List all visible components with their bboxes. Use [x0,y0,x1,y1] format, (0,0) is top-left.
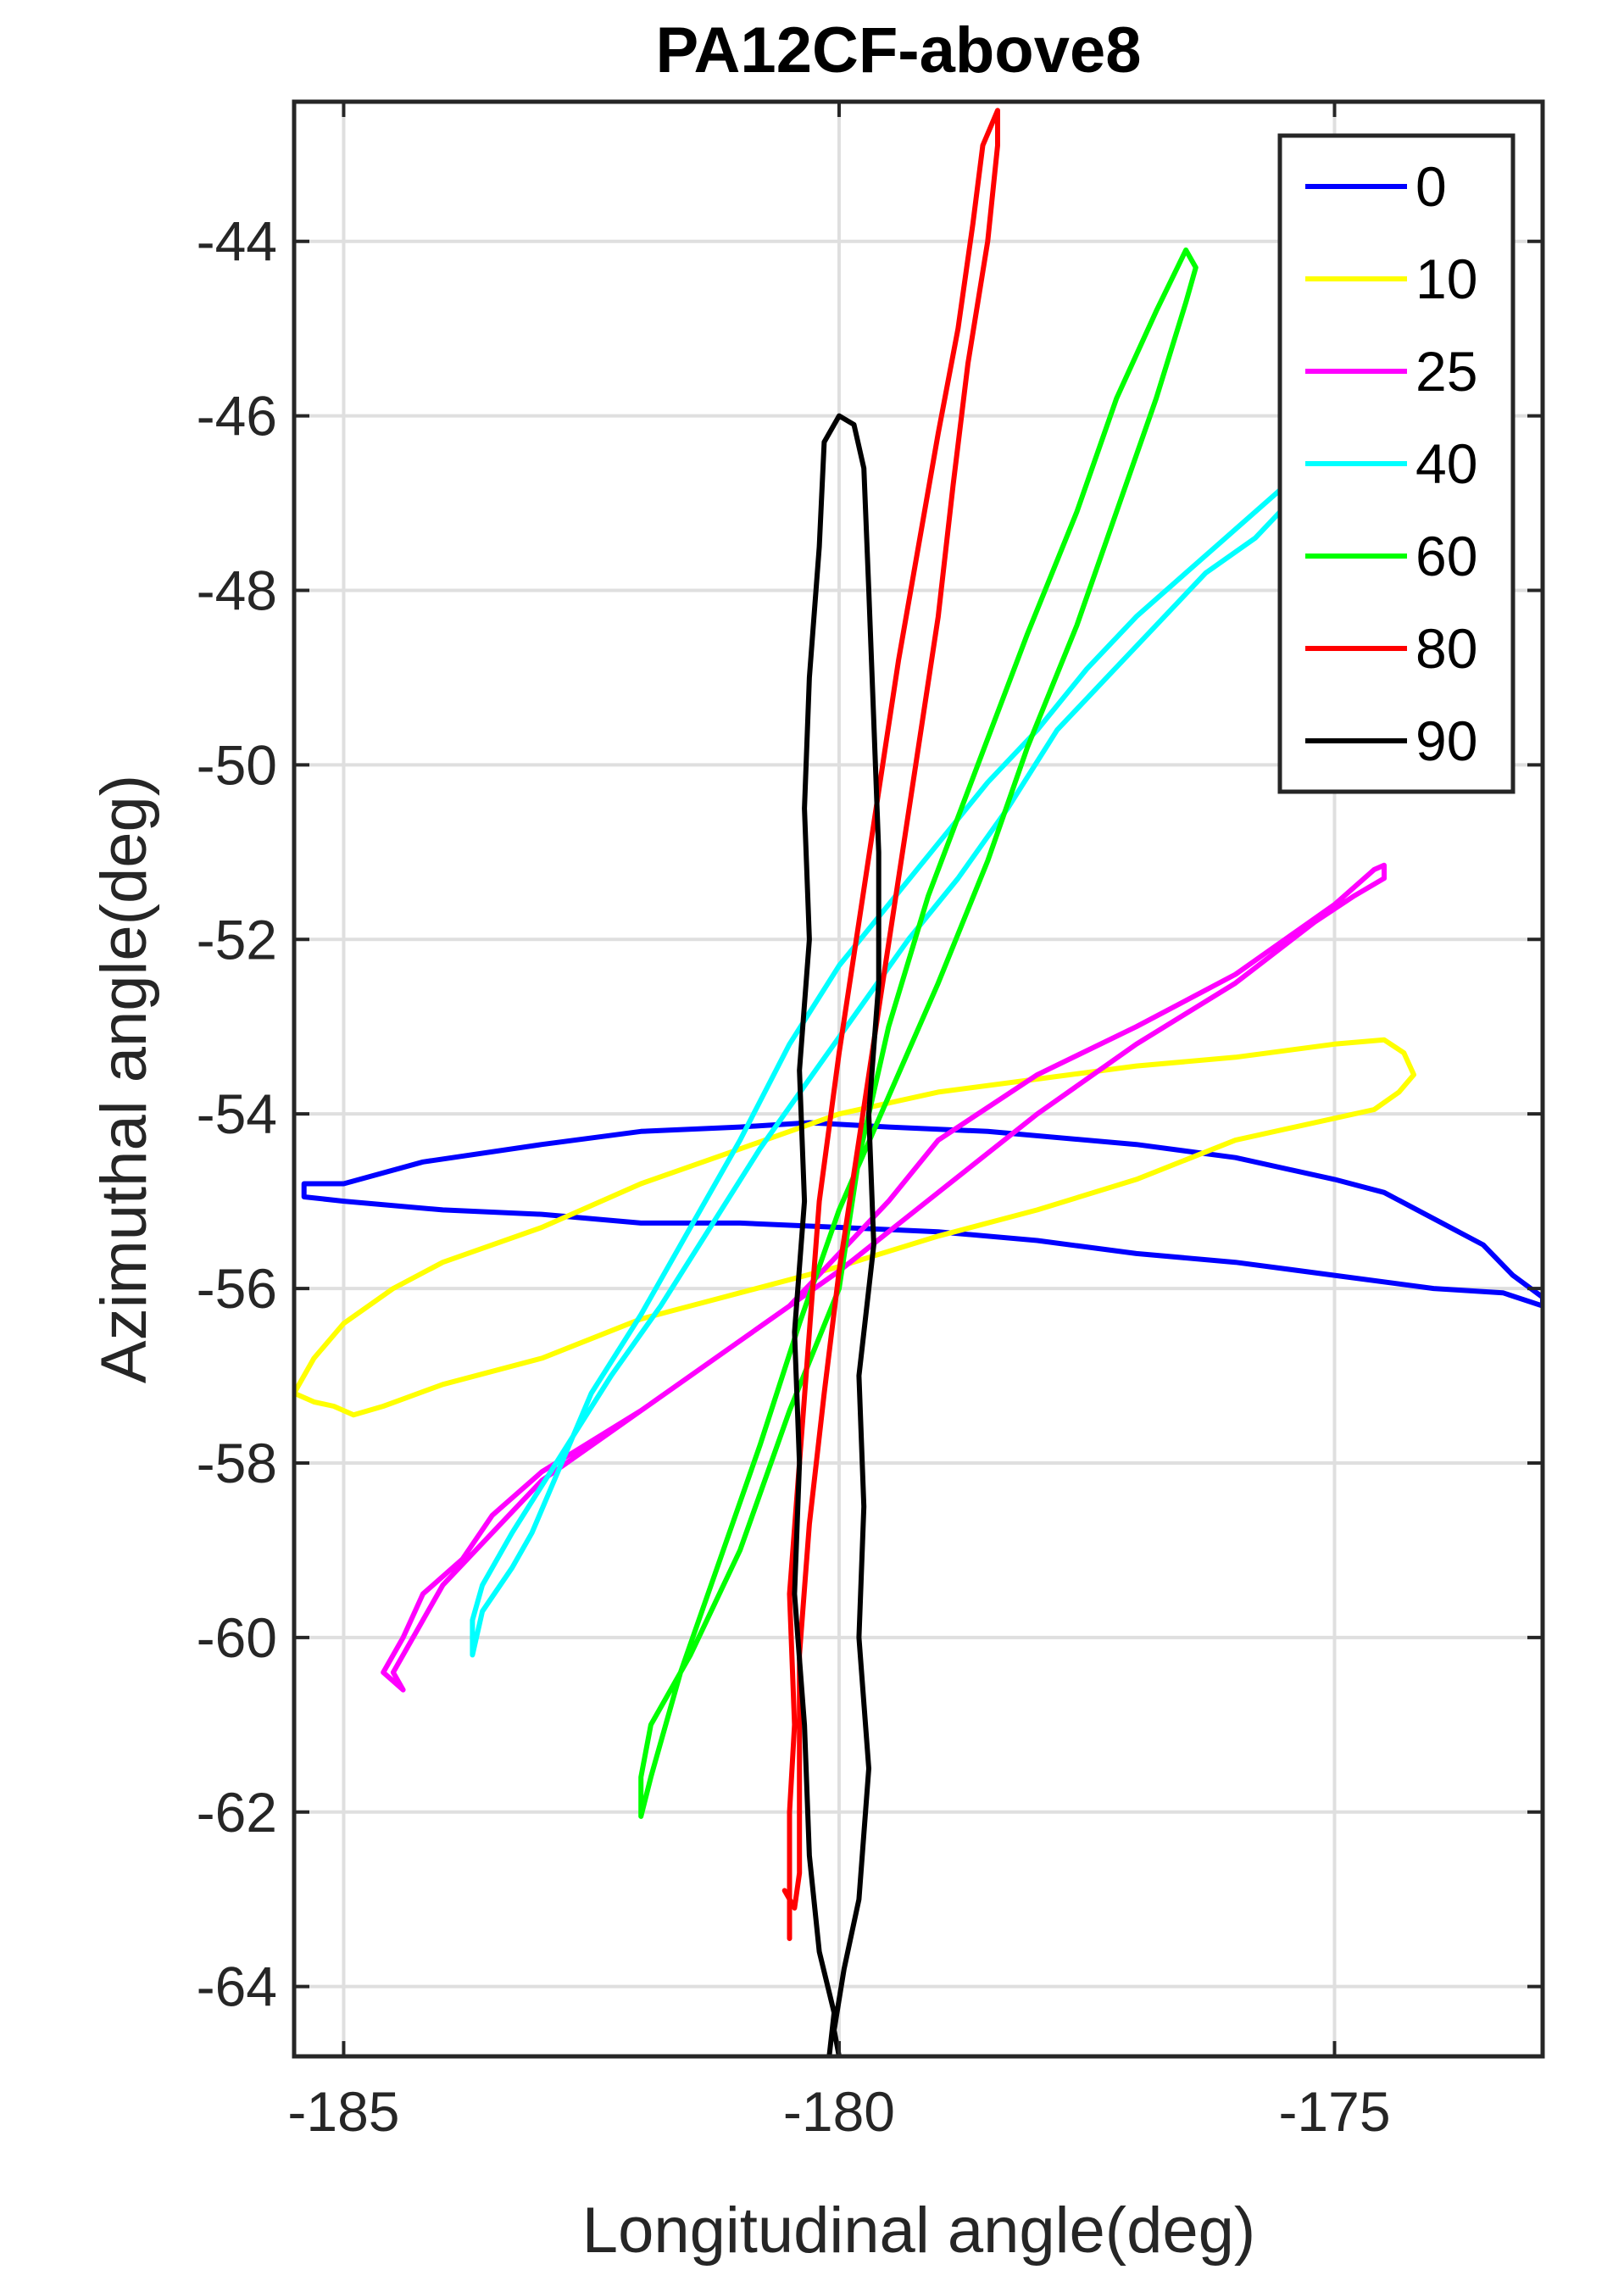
y-tick-label-8: -48 [197,559,277,622]
chart-title: PA12CF-above8 [655,14,1141,86]
grid [294,102,1543,2056]
y-tick-label-6: -52 [197,908,277,971]
legend-label-25: 25 [1415,340,1477,403]
legend-label-10: 10 [1415,248,1477,310]
y-tick-label-3: -58 [197,1432,277,1494]
y-tick-label-4: -56 [197,1257,277,1320]
y-tick-label-5: -54 [197,1082,277,1145]
series-line-0 [301,1120,1543,1309]
legend-label-60: 60 [1415,525,1477,587]
series-line-80 [781,108,1000,1941]
legend-label-40: 40 [1415,432,1477,495]
series-line-10 [294,1037,1416,1418]
x-axis-title: Longitudinal angle(deg) [582,2195,1255,2267]
legend-label-0: 0 [1415,155,1447,218]
y-tick-label-9: -46 [197,385,277,448]
legend: 0 10 25 40 60 80 90 [1277,133,1516,794]
y-tick-label-1: -62 [197,1781,277,1844]
x-tick-label-1: -180 [783,2080,895,2143]
plot-frame [292,99,1545,2059]
x-ticks: -185 -180 -175 [287,102,1391,2143]
y-tick-label-7: -50 [197,733,277,796]
y-tick-label-0: -64 [197,1955,277,2018]
y-axis-title: Azimuthal angle(deg) [88,775,160,1383]
y-ticks: -64 -62 -60 -58 -56 -54 -52 -50 -48 -46 -44 [197,210,1543,2018]
legend-label-90: 90 [1415,709,1477,772]
axes [292,99,1545,2059]
y-tick-label-10: -44 [197,210,277,273]
x-tick-label-0: -185 [287,2080,399,2143]
x-tick-label-2: -175 [1278,2080,1390,2143]
y-tick-label-2: -60 [197,1606,277,1669]
legend-label-80: 80 [1415,617,1477,680]
series-line-25 [381,862,1387,1693]
series-line-90 [792,413,882,2056]
